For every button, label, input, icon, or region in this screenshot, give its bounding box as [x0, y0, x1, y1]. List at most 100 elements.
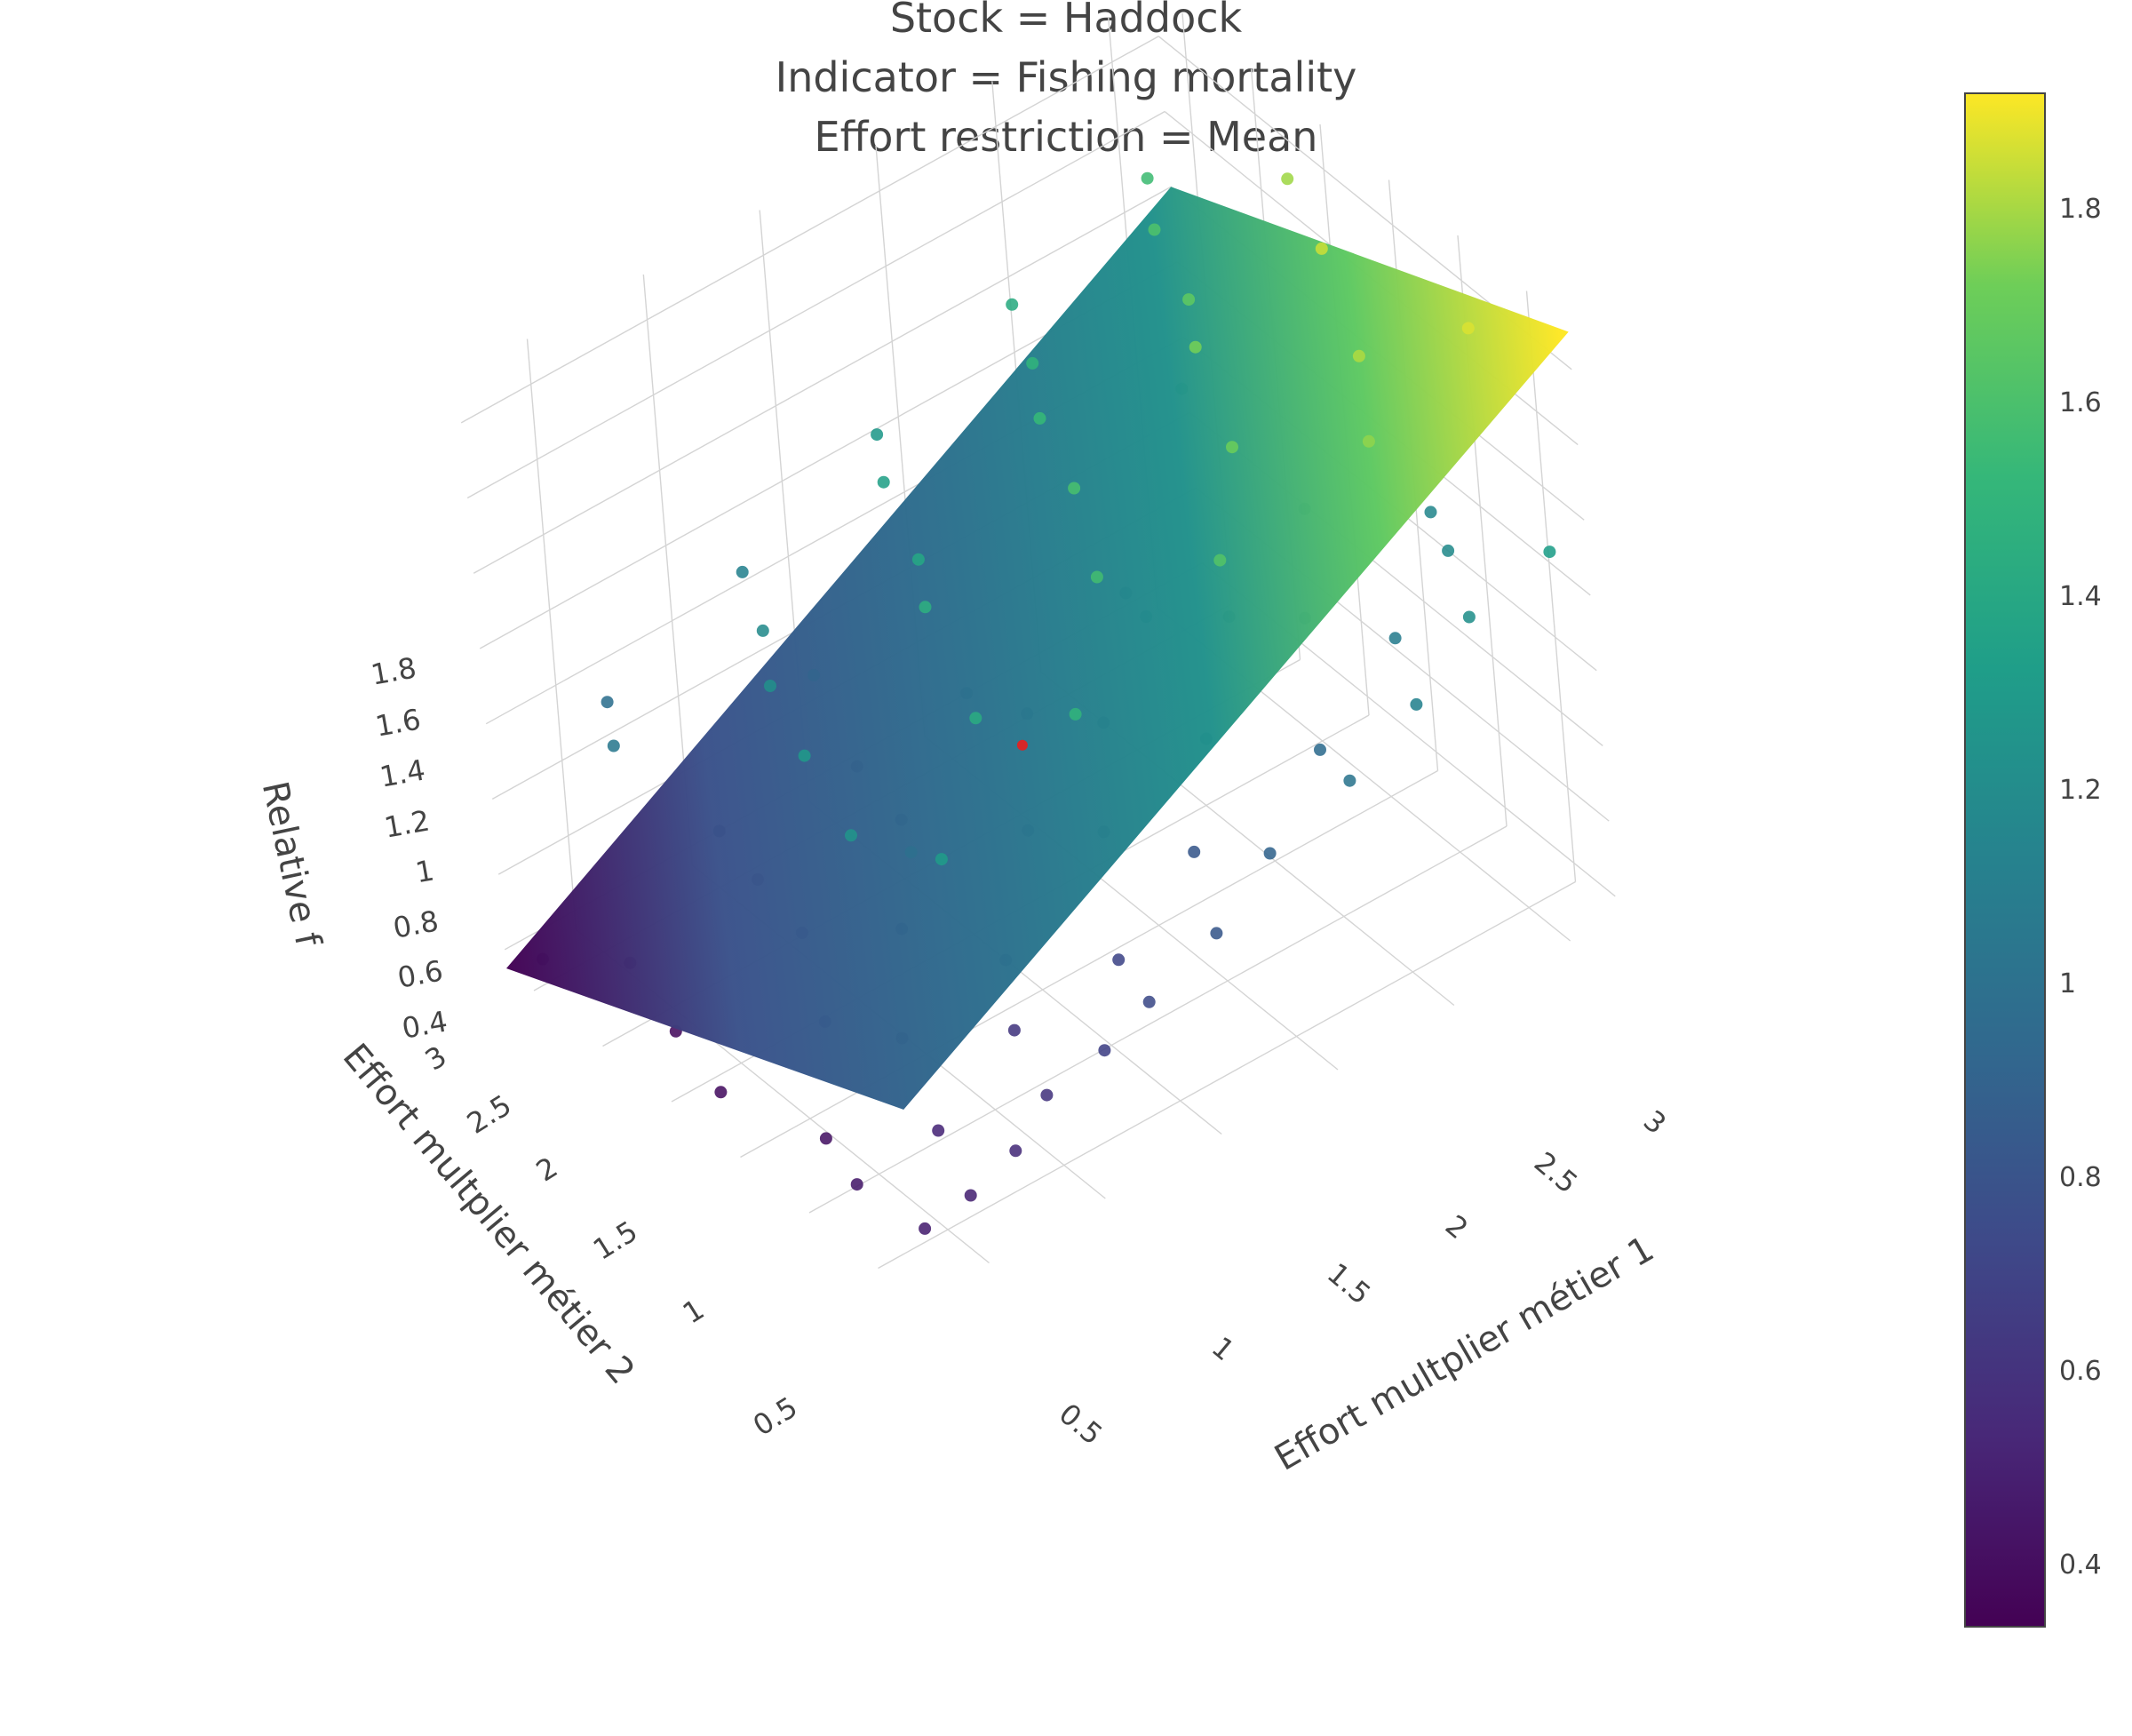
scatter-point	[919, 601, 932, 614]
fitted-surface-plane	[506, 187, 1569, 1110]
scatter-point	[601, 696, 614, 709]
colorbar-gradient	[1964, 92, 2046, 1628]
scatter-point	[1388, 632, 1402, 645]
scatter-point	[1461, 322, 1475, 335]
scatter-point	[1141, 171, 1154, 185]
colorbar-tick-1.6: 1.6	[2059, 387, 2102, 418]
scatter-point	[904, 846, 918, 859]
gridline-wall-x	[526, 338, 577, 930]
scatter-point	[1226, 441, 1238, 454]
colorbar-tick-1.8: 1.8	[2059, 194, 2102, 225]
z-tick-1.4: 1.4	[378, 753, 428, 793]
z-axis-title: Relative f	[254, 778, 329, 951]
z-tick-1.8: 1.8	[369, 650, 419, 691]
scatter-point	[1188, 845, 1201, 858]
scatter-point	[798, 749, 811, 762]
scatter-point	[1281, 172, 1294, 186]
scatter-point	[1362, 434, 1375, 448]
scatter-point	[1148, 223, 1161, 236]
scatter-point	[1315, 242, 1328, 255]
gridline-wall-z-back	[466, 110, 1165, 499]
scatter-point	[911, 553, 925, 566]
scatter-point	[1462, 610, 1476, 624]
x-tick-2: 2	[1439, 1208, 1475, 1246]
chart-title: Stock = Haddock Indicator = Fishing mort…	[776, 0, 1357, 161]
z-axis-ticks: 0.4 0.6 0.8 1 1.2 1.4 1.6 1.8	[369, 650, 450, 1045]
scatter-point	[850, 1178, 863, 1191]
gridline-wall-y	[1525, 291, 1577, 882]
y-tick-1.5: 1.5	[587, 1214, 643, 1267]
scatter-point	[845, 829, 857, 842]
z-tick-0.4: 0.4	[400, 1004, 450, 1045]
z-tick-0.8: 0.8	[391, 904, 442, 944]
scatter-point	[1442, 544, 1455, 557]
scatter-point	[871, 428, 884, 442]
colorbar-tick-1.2: 1.2	[2059, 775, 2102, 806]
z-tick-1.6: 1.6	[373, 702, 424, 743]
scatter-point	[964, 1189, 977, 1202]
scatter-point	[1069, 707, 1082, 721]
highlight-point	[1016, 739, 1028, 751]
scatter-point	[1210, 927, 1223, 940]
z-tick-1: 1	[413, 853, 437, 889]
scatter-point	[1352, 349, 1365, 362]
scatter-point	[712, 824, 726, 838]
x-tick-1: 1	[1205, 1330, 1241, 1367]
x-tick-1.5: 1.5	[1321, 1256, 1377, 1311]
scatter-point	[932, 1124, 945, 1137]
z-tick-0.6: 0.6	[395, 953, 446, 994]
x-tick-0.5: 0.5	[1053, 1397, 1109, 1452]
scatter-point	[1006, 298, 1019, 311]
scatter-point	[736, 565, 749, 578]
scatter-point	[1040, 1088, 1054, 1102]
y-tick-0.5: 0.5	[747, 1390, 803, 1443]
scatter-point	[935, 853, 948, 866]
colorbar-tick-1.4: 1.4	[2059, 581, 2102, 612]
y-tick-2: 2	[530, 1151, 563, 1189]
scatter-point	[819, 1132, 832, 1145]
colorbar-tick-0.6: 0.6	[2059, 1356, 2102, 1387]
scatter-point	[919, 1222, 932, 1235]
scatter-point	[1213, 553, 1227, 567]
x-tick-2.5: 2.5	[1528, 1145, 1584, 1200]
gridline-floor-y	[808, 825, 1508, 1214]
colorbar: 0.4 0.6 0.8 1 1.2 1.4 1.6 1.8	[1964, 92, 2102, 1628]
y-tick-2.5: 2.5	[461, 1088, 517, 1141]
y-axis-title: Effort multplier métier 2	[335, 1036, 643, 1392]
scatter-point	[1424, 506, 1437, 519]
scatter-point	[1090, 570, 1103, 584]
scatter-point	[1112, 953, 1126, 967]
scatter-point	[1182, 293, 1196, 307]
y-tick-1: 1	[677, 1293, 710, 1331]
gridline-floor-y	[878, 880, 1576, 1270]
scatter-point	[1098, 1044, 1111, 1057]
scatter-point	[1068, 482, 1081, 495]
scatter-point	[1142, 995, 1156, 1008]
title-line-1: Stock = Haddock	[890, 0, 1243, 42]
colorbar-tick-0.4: 0.4	[2059, 1549, 2102, 1581]
scatter-point	[607, 739, 620, 753]
colorbar-tick-1: 1	[2059, 968, 2076, 999]
x-axis-title: Effort multplier métier 1	[1268, 1229, 1660, 1479]
title-line-3: Effort restriction = Mean	[815, 113, 1318, 161]
scatter-point	[1314, 743, 1326, 756]
scatter-point	[969, 712, 982, 725]
title-line-2: Indicator = Fishing mortality	[776, 53, 1357, 101]
x-tick-3: 3	[1637, 1103, 1673, 1141]
scatter-point	[764, 680, 776, 692]
scatter-point	[1033, 411, 1046, 425]
scatter-point	[807, 669, 821, 681]
scatter-point	[1410, 697, 1423, 711]
z-tick-1.2: 1.2	[382, 803, 433, 844]
gridline-wall-z-back	[473, 186, 1172, 574]
scatter-point	[756, 624, 769, 637]
scatter-points-foreground	[601, 171, 1475, 866]
scatter-point	[877, 475, 890, 489]
colorbar-tick-0.8: 0.8	[2059, 1162, 2102, 1193]
scatter-point	[1009, 1144, 1022, 1158]
y-tick-3: 3	[419, 1039, 452, 1078]
gridline-wall-z-back	[460, 36, 1159, 424]
scatter-point	[1543, 545, 1556, 559]
